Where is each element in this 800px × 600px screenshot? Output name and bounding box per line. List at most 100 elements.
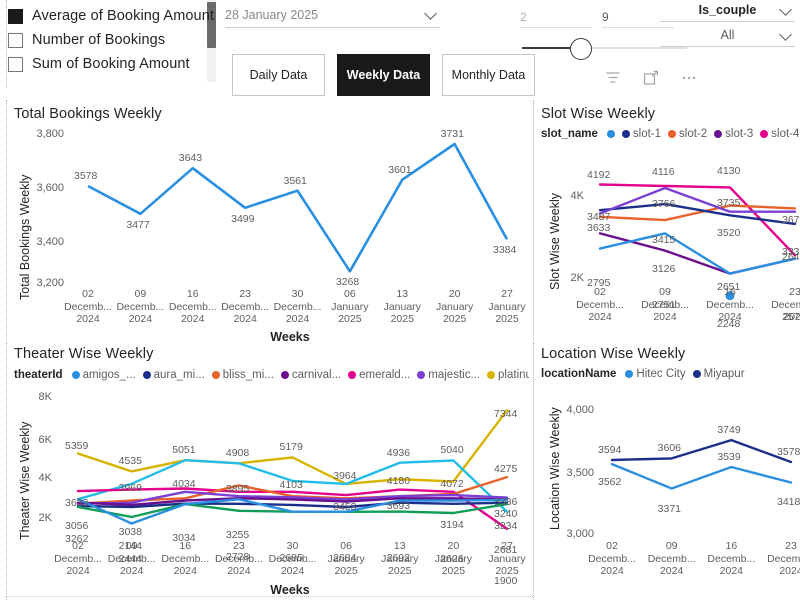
x-tick-year: 2025 bbox=[441, 565, 466, 577]
slider-track[interactable] bbox=[522, 47, 687, 49]
data-label: 1900 bbox=[494, 574, 518, 587]
x-tick-year: 2024 bbox=[653, 311, 677, 323]
x-tick-day: 02 bbox=[72, 540, 84, 552]
chevron-down-icon[interactable] bbox=[781, 29, 793, 41]
legend-item-hitec-city[interactable]: Hitec City bbox=[625, 368, 686, 380]
series-line[interactable] bbox=[598, 204, 797, 222]
data-label: 5179 bbox=[279, 441, 303, 454]
legend-item-slot-1[interactable]: slot-1 bbox=[621, 128, 661, 140]
data-label: 3487 bbox=[587, 210, 611, 223]
legend-item-emerald[interactable]: emerald... bbox=[348, 369, 410, 381]
series-line[interactable] bbox=[598, 183, 797, 257]
range-max-input[interactable]: 9 bbox=[602, 10, 674, 28]
x-tick: 16 Decemb... 2024 bbox=[166, 288, 220, 326]
checkbox-icon[interactable] bbox=[8, 56, 23, 72]
series-line[interactable] bbox=[76, 409, 509, 486]
legend-item-carnival[interactable]: carnival... bbox=[280, 369, 341, 381]
daily-data-button[interactable]: Daily Data bbox=[232, 54, 325, 96]
legend-item-aura[interactable]: aura_mi... bbox=[142, 369, 205, 381]
range-slider[interactable] bbox=[522, 38, 687, 60]
x-tick: 27 January 2025 bbox=[480, 288, 534, 326]
series-line[interactable] bbox=[76, 458, 509, 514]
date-slicer-value: 28 January 2025 bbox=[225, 8, 319, 22]
chart2-plot[interactable] bbox=[590, 175, 800, 301]
slider-handle[interactable] bbox=[570, 38, 592, 60]
legend-item-platinum[interactable]: platinu... bbox=[487, 369, 529, 381]
legend-item-miyapur[interactable]: Miyapur bbox=[692, 368, 745, 380]
series-line[interactable] bbox=[76, 490, 509, 505]
weekly-data-button[interactable]: Weekly Data bbox=[337, 54, 430, 96]
legend-item-slot-0[interactable] bbox=[606, 130, 615, 138]
legend-item-slot-4[interactable]: slot-4 bbox=[760, 128, 799, 140]
checkbox-icon[interactable] bbox=[8, 8, 23, 24]
chart3-plot[interactable] bbox=[60, 396, 525, 531]
chevron-down-icon[interactable] bbox=[781, 4, 793, 16]
data-label: 5359 bbox=[65, 439, 89, 452]
more-options-icon[interactable] bbox=[681, 70, 697, 86]
focus-mode-icon[interactable] bbox=[643, 70, 659, 86]
range-slicer[interactable]: 2 9 bbox=[520, 10, 680, 28]
legend-item-slot-3[interactable]: slot-3 bbox=[714, 128, 753, 140]
measure-item-average[interactable]: Average of Booking Amount bbox=[8, 4, 214, 28]
chart3-bottom-border bbox=[6, 596, 533, 597]
legend-dot-icon bbox=[692, 370, 701, 378]
chart3-y-tick: 4K bbox=[38, 472, 52, 484]
range-min-input[interactable]: 2 bbox=[520, 10, 592, 28]
chart3-legend-title: theaterId bbox=[14, 368, 63, 381]
measure-item-number[interactable]: Number of Bookings bbox=[8, 28, 213, 52]
legend-item-bliss[interactable]: bliss_mi... bbox=[211, 369, 274, 381]
chart2-legend[interactable]: slot_name slot-1 slot-2 slot-3 slot-4 bbox=[541, 128, 799, 140]
x-tick-day: 09 bbox=[659, 286, 671, 298]
x-tick: 20 January 2025 bbox=[428, 288, 482, 326]
chart1-y-tick: 3,400 bbox=[36, 236, 64, 248]
measure-slicer[interactable]: Average of Booking Amount Number of Book… bbox=[8, 4, 214, 82]
x-tick-month: Decemb... bbox=[641, 298, 689, 311]
legend-item-amigos[interactable]: amigos_... bbox=[71, 369, 136, 381]
visual-toolbar[interactable] bbox=[605, 70, 697, 86]
measure-item-sum[interactable]: Sum of Booking Amount bbox=[8, 52, 213, 76]
series-line[interactable] bbox=[598, 202, 797, 226]
x-tick-day: 20 bbox=[448, 288, 461, 300]
chart4-legend[interactable]: locationName Hitec City Miyapur bbox=[541, 368, 799, 380]
chart3-y-tick: 6K bbox=[38, 434, 52, 446]
chart4-plot[interactable] bbox=[598, 408, 800, 536]
data-point-marker[interactable] bbox=[725, 291, 735, 301]
measure-scrollbar-thumb[interactable] bbox=[207, 2, 216, 48]
legend-dot-icon bbox=[487, 370, 496, 379]
date-slicer[interactable]: 28 January 2025 bbox=[225, 8, 440, 28]
chart3-legend[interactable]: theaterId amigos_... aura_mi... bliss_mi… bbox=[14, 368, 529, 381]
series-line[interactable] bbox=[76, 487, 509, 531]
data-label: 3561 bbox=[283, 174, 307, 187]
monthly-data-button[interactable]: Monthly Data bbox=[442, 54, 535, 96]
legend-dot-icon bbox=[668, 130, 677, 138]
data-label: 3056 bbox=[65, 519, 89, 532]
x-tick: 06 January 2025 bbox=[319, 540, 373, 578]
chevron-down-icon[interactable] bbox=[426, 8, 438, 20]
legend-item-slot-2[interactable]: slot-2 bbox=[668, 128, 707, 140]
legend-item-majestic[interactable]: majestic... bbox=[417, 369, 480, 381]
x-tick-day: 27 bbox=[501, 288, 513, 300]
checkbox-icon[interactable] bbox=[8, 32, 23, 48]
x-tick-year: 2024 bbox=[128, 313, 153, 325]
data-label: 3477 bbox=[126, 218, 150, 231]
series-line[interactable] bbox=[76, 501, 509, 509]
series-line[interactable] bbox=[76, 497, 509, 507]
data-label: 3895 bbox=[225, 483, 250, 496]
data-label: 3766 bbox=[652, 198, 676, 211]
is-couple-slicer[interactable]: Is_couple All bbox=[660, 3, 795, 47]
x-tick-year: 2024 bbox=[285, 313, 310, 325]
x-tick-day: 27 bbox=[501, 540, 513, 552]
mode-button-group[interactable]: Daily Data Weekly Data Monthly Data bbox=[232, 54, 535, 96]
series-line[interactable] bbox=[610, 462, 793, 490]
is-couple-underline-2 bbox=[660, 46, 795, 47]
series-line[interactable] bbox=[76, 497, 509, 525]
x-tick-day: 02 bbox=[594, 286, 606, 298]
chart1-plot[interactable] bbox=[70, 125, 525, 290]
series-line[interactable] bbox=[610, 438, 793, 464]
x-tick-month: Decemb... bbox=[221, 300, 270, 313]
series-line[interactable] bbox=[598, 186, 797, 215]
data-label: 2685 bbox=[279, 551, 303, 564]
series-line[interactable] bbox=[598, 232, 797, 275]
filter-icon[interactable] bbox=[605, 70, 621, 86]
date-slicer-underline bbox=[225, 27, 440, 28]
